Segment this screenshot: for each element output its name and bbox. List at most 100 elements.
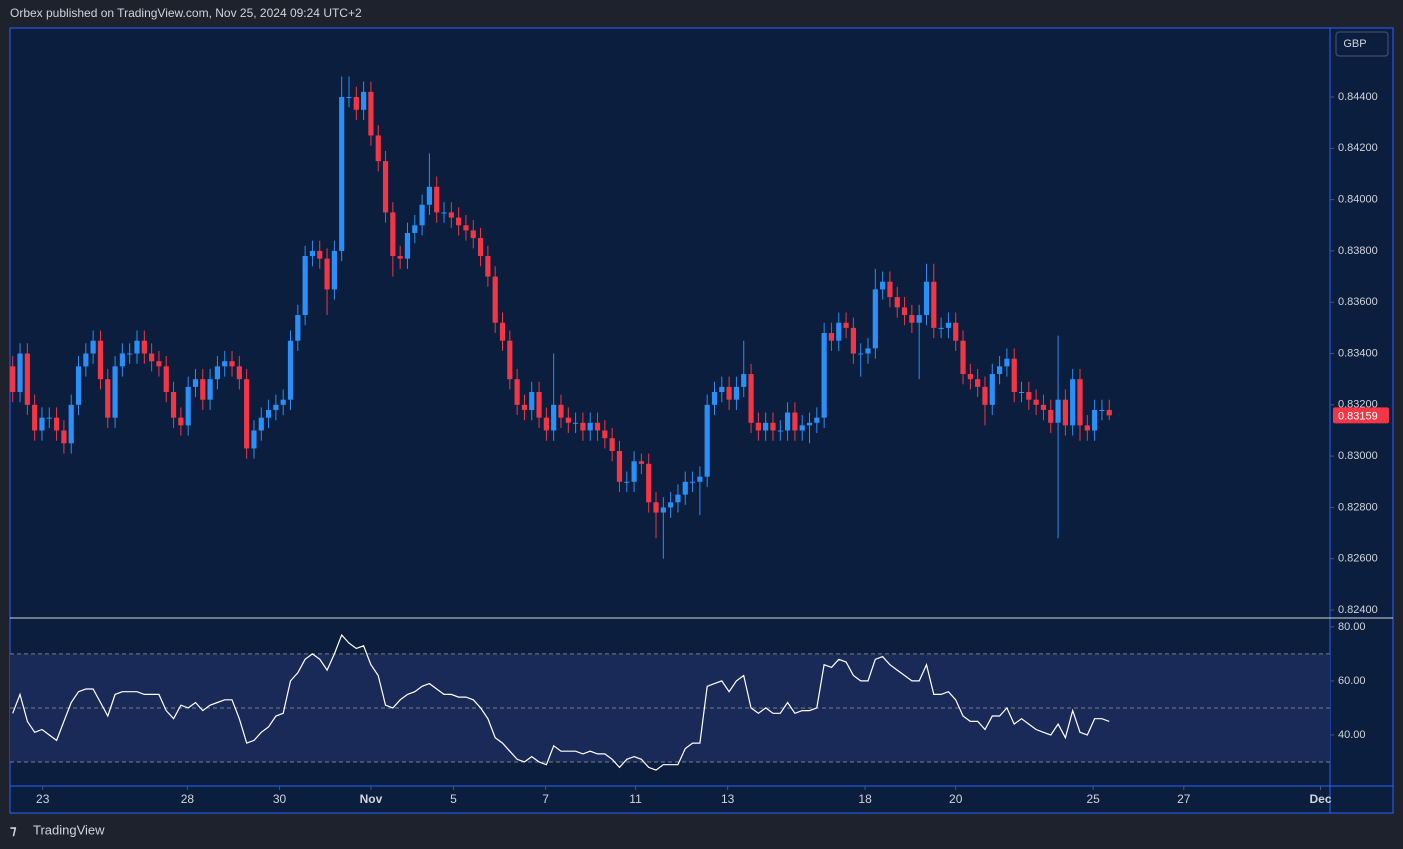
candle-body	[631, 461, 637, 482]
candle-body	[872, 289, 878, 349]
candle-body	[309, 250, 316, 257]
candle-body	[353, 97, 359, 110]
y-tick-label: 0.82800	[1338, 501, 1378, 513]
candle-body	[134, 340, 140, 354]
brand-logo: ⁊	[10, 822, 17, 837]
candle-body	[1106, 409, 1112, 416]
candle-body	[83, 353, 89, 367]
candle-body	[660, 507, 666, 513]
candle-body	[624, 481, 630, 483]
candle-body	[17, 353, 23, 393]
x-tick-label: 20	[949, 792, 963, 806]
candle-body	[295, 315, 301, 341]
candle-body	[178, 417, 184, 426]
candle-body	[901, 307, 908, 316]
candle-body	[287, 340, 294, 400]
y-tick-label: 0.83400	[1338, 347, 1378, 359]
candle-body	[784, 412, 791, 431]
candle-body	[236, 366, 242, 380]
candle-body	[755, 422, 761, 431]
candle-body	[207, 379, 213, 400]
candle-body	[616, 451, 623, 482]
candle-body	[412, 225, 418, 233]
candle-body	[836, 322, 842, 341]
candle-body	[777, 430, 783, 432]
candle-body	[485, 256, 491, 277]
x-tick-label: 27	[1177, 792, 1191, 806]
y-tick-label: 0.84000	[1338, 194, 1378, 206]
candle-body	[1077, 379, 1083, 426]
currency-box[interactable]	[1335, 31, 1389, 57]
candle-body	[967, 374, 973, 380]
candle-body	[302, 256, 308, 316]
candle-body	[536, 392, 542, 418]
candle-body	[149, 353, 155, 362]
candle-body	[565, 417, 571, 423]
candle-body	[514, 379, 520, 405]
candle-body	[368, 91, 374, 136]
candle-body	[127, 353, 133, 355]
candle-body	[1048, 409, 1054, 423]
candle-body	[763, 422, 769, 431]
candle-body	[733, 386, 740, 400]
candle-body	[273, 404, 279, 410]
candle-body	[858, 353, 864, 355]
candle-body	[850, 327, 856, 354]
candle-body	[909, 315, 915, 323]
candle-body	[1084, 425, 1090, 431]
y-tick-label: 40.00	[1338, 729, 1366, 741]
candle-body	[507, 340, 513, 380]
candle-body	[587, 422, 593, 431]
candle-body	[448, 212, 454, 218]
candle-body	[463, 225, 469, 231]
candle-body	[938, 327, 944, 329]
candle-body	[24, 353, 30, 405]
candle-body	[916, 315, 922, 323]
candle-body	[697, 476, 703, 482]
x-tick-label: 7	[542, 792, 549, 806]
candle-body	[996, 366, 1003, 375]
y-tick-label: 0.84200	[1338, 142, 1378, 154]
x-tick-label: 23	[36, 792, 50, 806]
candle-body	[953, 322, 959, 341]
y-tick-label: 0.83000	[1338, 450, 1378, 462]
x-tick-label: Dec	[1309, 792, 1331, 806]
candle-body	[317, 250, 323, 259]
candle-body	[551, 404, 557, 431]
candle-body	[653, 502, 659, 513]
candle-body	[251, 430, 257, 449]
currency[interactable]: GBP	[1343, 38, 1366, 50]
candle-body	[280, 399, 286, 405]
candle-body	[668, 502, 674, 508]
candle-body	[375, 135, 381, 162]
candle-body	[61, 430, 67, 444]
candle-body	[229, 361, 235, 367]
candle-body	[390, 212, 396, 257]
last-price-tag	[1333, 407, 1389, 424]
candle-body	[90, 340, 96, 354]
candle-body	[456, 217, 462, 226]
candle-body	[339, 97, 345, 251]
x-tick-label: 28	[181, 792, 195, 806]
candle-body	[646, 463, 652, 503]
candle-body	[828, 333, 835, 341]
candle-body	[675, 494, 681, 503]
candle-body	[404, 232, 411, 259]
candle-body	[719, 386, 725, 393]
candle-body	[492, 276, 498, 323]
candle-body	[989, 374, 995, 405]
candle-body	[32, 404, 38, 431]
x-tick-label: 25	[1086, 792, 1100, 806]
candle-body	[1011, 358, 1017, 393]
candle-body	[609, 438, 615, 452]
candle-body	[1062, 399, 1068, 426]
candle-body	[39, 417, 45, 431]
candle-body	[602, 430, 608, 439]
candle-body	[558, 404, 564, 418]
candle-body	[1040, 404, 1047, 410]
candle-body	[741, 374, 747, 387]
candle-body	[53, 417, 60, 431]
candle-body	[192, 379, 199, 387]
candle-body	[265, 409, 272, 418]
